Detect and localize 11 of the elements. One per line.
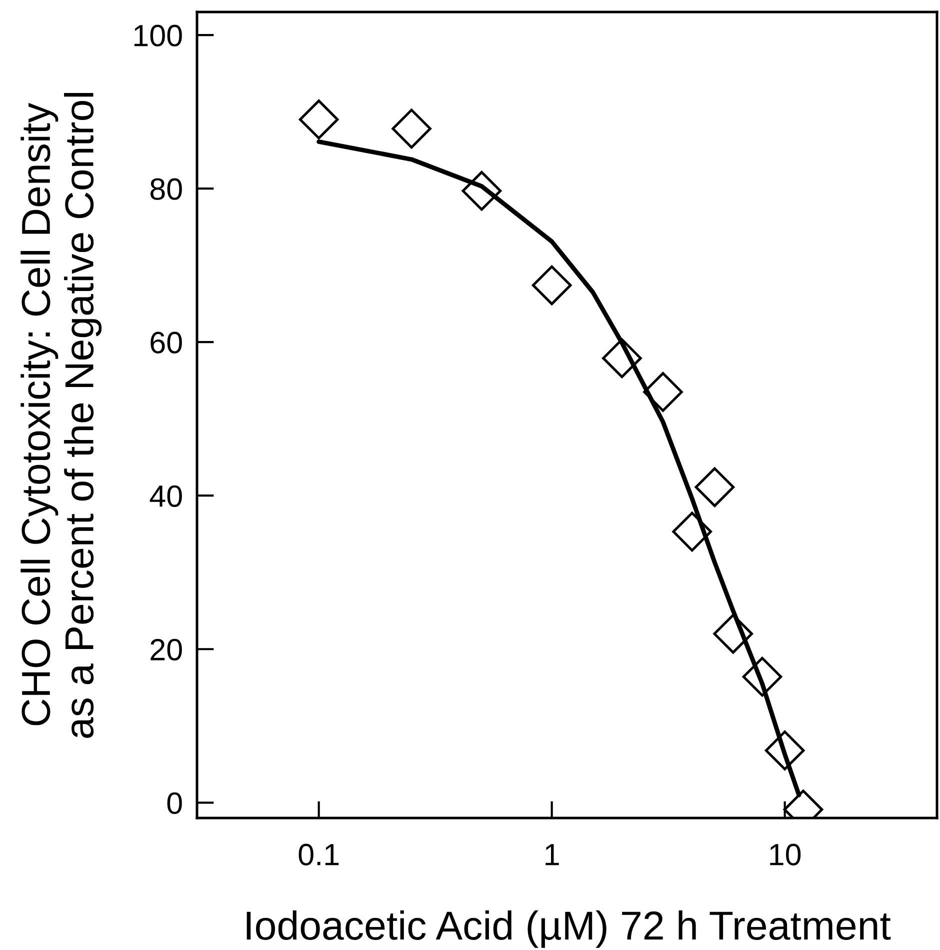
x-tick-label: 1 [546,844,559,866]
y-tick-label: 0 [167,792,182,814]
y-tick-label: 40 [150,485,182,507]
x-axis-title: Iodoacetic Acid (µM) 72 h Treatment [246,910,891,948]
y-tick-label: 100 [134,24,182,46]
y-tick-label: 60 [150,332,182,354]
x-tick-label: 0.1 [298,844,339,866]
y-axis-title: CHO Cell Cytotoxicity: Cell Density as a Percent of the Negative Control [20,93,102,738]
x-tick-label: 10 [770,844,801,866]
y-tick-label: 80 [150,178,182,200]
y-tick-label: 20 [150,638,182,660]
